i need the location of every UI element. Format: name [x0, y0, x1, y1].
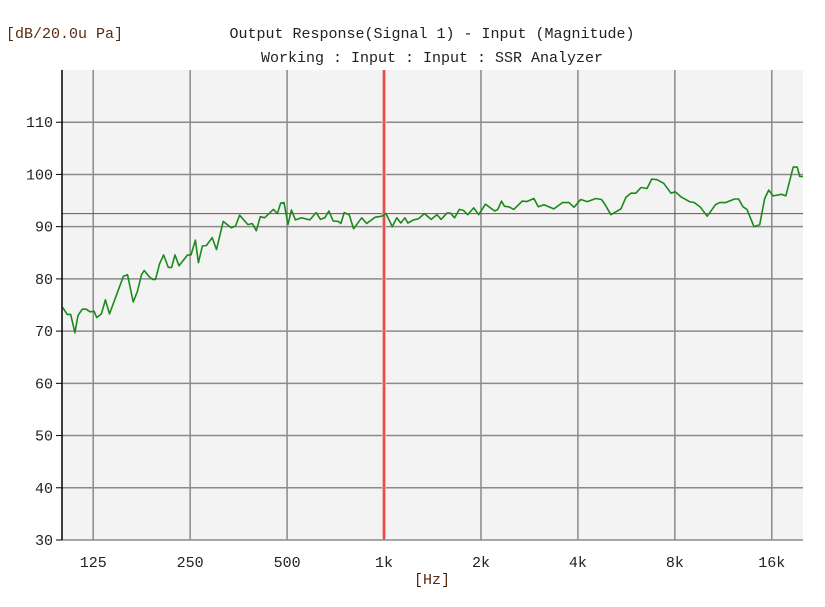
plot-area[interactable]: [62, 70, 803, 540]
chart-subtitle: Working : Input : Input : SSR Analyzer: [261, 50, 603, 67]
y-tick-label: 40: [35, 481, 53, 498]
x-axis-unit-label: [Hz]: [414, 572, 450, 589]
y-tick-label: 60: [35, 376, 53, 393]
y-tick-label: 30: [35, 533, 53, 550]
y-tick-label: 80: [35, 272, 53, 289]
magnitude-line: [62, 166, 803, 334]
x-tick-label: 8k: [666, 555, 684, 572]
x-tick-label: 4k: [569, 555, 587, 572]
series: [62, 166, 803, 334]
x-tick-label: 16k: [758, 555, 785, 572]
cursor: [62, 70, 803, 540]
y-tick-label: 50: [35, 429, 53, 446]
y-tick-label: 110: [26, 115, 53, 132]
y-tick-label: 100: [26, 167, 53, 184]
y-tick-label: 70: [35, 324, 53, 341]
tick-labels: 30 40 50 60 70 80 90 100 110 125 250 500 1k 2k 4k 8k 16k: [26, 115, 785, 572]
chart-title: Output Response(Signal 1) - Input (Magni…: [229, 26, 634, 43]
x-tick-label: 1k: [375, 555, 393, 572]
x-tick-label: 2k: [472, 555, 490, 572]
y-tick-label: 90: [35, 220, 53, 237]
y-axis-unit-label: [dB/20.0u Pa]: [6, 26, 123, 43]
x-tick-label: 500: [274, 555, 301, 572]
x-tick-label: 125: [80, 555, 107, 572]
x-tick-label: 250: [177, 555, 204, 572]
